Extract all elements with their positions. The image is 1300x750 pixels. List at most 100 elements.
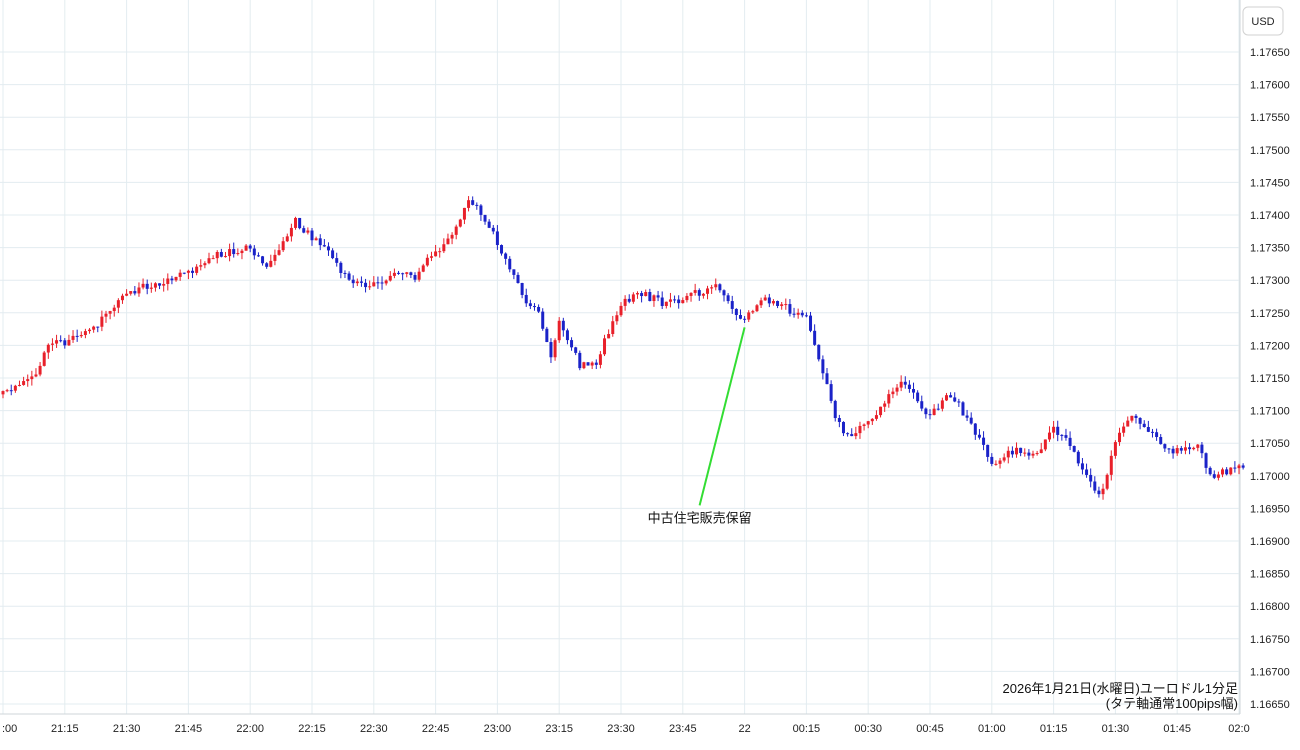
candle (450, 232, 454, 245)
candle-body (339, 262, 343, 273)
candle-body (178, 272, 182, 277)
candle (1142, 420, 1146, 428)
candle (1031, 450, 1035, 459)
candle-body (467, 200, 471, 208)
candle (697, 288, 701, 301)
candle-body (780, 304, 784, 306)
candle (429, 251, 433, 262)
candle (767, 293, 771, 308)
candle-body (392, 272, 396, 276)
candle-body (635, 293, 639, 295)
candle-body (631, 294, 635, 302)
candle (351, 275, 355, 288)
candle (607, 329, 611, 339)
candle (846, 432, 850, 437)
candle (1105, 473, 1109, 491)
candle (442, 238, 446, 254)
candle (104, 310, 108, 323)
candle-body (804, 315, 808, 317)
candle-body (1056, 426, 1060, 435)
candle-body (487, 221, 491, 228)
candle-body (1208, 467, 1212, 475)
candle-body (940, 400, 944, 409)
candle-body (141, 283, 145, 288)
candle (55, 334, 59, 348)
candle (13, 384, 17, 393)
candle (1002, 453, 1006, 463)
candle-body (355, 281, 359, 284)
candle (223, 251, 227, 258)
price-tick-label: 1.16800 (1250, 601, 1290, 613)
currency-button[interactable]: USD (1242, 6, 1284, 36)
price-tick-label: 1.17150 (1250, 373, 1290, 385)
candle (158, 283, 162, 290)
candle (1019, 447, 1023, 457)
candle-body (343, 272, 347, 274)
candle (771, 299, 775, 306)
candle (1146, 420, 1150, 433)
candle-body (1072, 446, 1076, 452)
candle-body (1080, 463, 1084, 470)
candle-body (1146, 427, 1150, 432)
candle-body (46, 344, 50, 353)
candle-body (203, 263, 207, 266)
candle-body (1175, 448, 1179, 454)
candle-body (421, 265, 425, 272)
candle (108, 310, 112, 320)
candle (751, 309, 755, 314)
time-tick-label: 02:0 (1228, 723, 1249, 735)
candle (244, 244, 248, 251)
candle (9, 384, 13, 396)
candle-body (578, 352, 582, 369)
candle (1109, 450, 1113, 481)
candle-body (673, 299, 677, 301)
candle (186, 269, 190, 280)
candle (1064, 428, 1068, 441)
annotation: 中古住宅販売保留 (648, 327, 752, 525)
candle (318, 234, 322, 251)
candle (1052, 420, 1056, 439)
candle (1237, 463, 1241, 475)
candle-body (244, 245, 248, 251)
candle (409, 271, 413, 279)
candle (116, 298, 120, 314)
candle (153, 282, 157, 292)
candle-body (1179, 448, 1183, 451)
candle (133, 286, 137, 296)
candle-body (755, 305, 759, 312)
price-axis: 1.17650 1.17600 1.17550 1.17500 1.17450 1.174… (1250, 47, 1290, 711)
candle (973, 423, 977, 440)
candle (397, 270, 401, 275)
candle-body (821, 359, 825, 374)
candle (454, 224, 458, 240)
candle (907, 380, 911, 393)
candle (1068, 431, 1072, 451)
candle-body (944, 395, 948, 401)
candle (388, 271, 392, 282)
price-tick-label: 1.17000 (1250, 471, 1290, 483)
candle (1221, 467, 1225, 478)
candle-body (512, 269, 516, 275)
candle (273, 249, 277, 266)
candle (553, 338, 557, 361)
candle-body (1241, 465, 1245, 468)
candle-body (623, 298, 627, 306)
candle (850, 428, 854, 437)
candle (891, 387, 895, 399)
candle (495, 225, 499, 250)
candle-body (38, 365, 42, 375)
candle-body (924, 408, 928, 415)
time-tick-label: 22:30 (360, 723, 388, 735)
candle-body (986, 444, 990, 457)
candle-body (1192, 447, 1196, 450)
candle (656, 290, 660, 302)
candle-body (916, 392, 920, 402)
candle-body (285, 236, 289, 242)
candle (1126, 416, 1130, 427)
candle-body (784, 304, 788, 306)
candle (998, 457, 1002, 469)
candle (627, 294, 631, 304)
candle (565, 328, 569, 345)
candle (425, 254, 429, 267)
candle-body (1089, 474, 1093, 482)
